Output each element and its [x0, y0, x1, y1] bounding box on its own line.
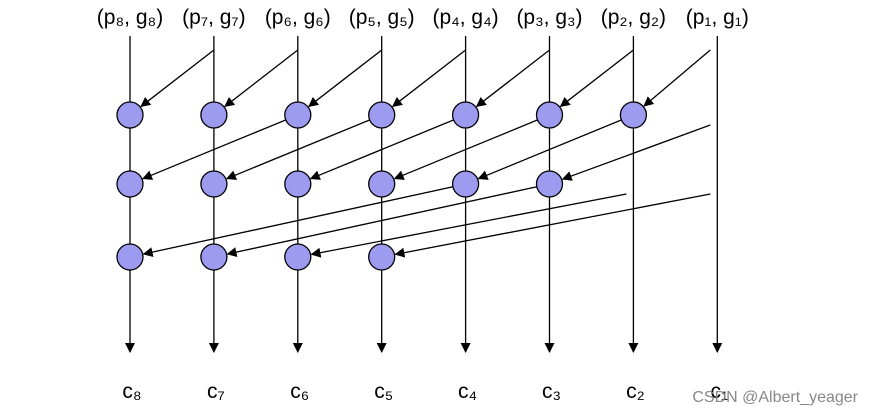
- input-label: (p₅, g₅): [349, 6, 415, 29]
- input-label: (p₄, g₄): [433, 6, 499, 29]
- prefix-node: [284, 101, 312, 129]
- carry-edge: [475, 49, 550, 108]
- output-label: c₄: [458, 380, 477, 403]
- output-label: c₈: [122, 380, 141, 403]
- labels: (p₈, g₈) (p₇, g₇) (p₆, g₆) (p₅, g₅) (p₄, g₄)…: [97, 6, 749, 403]
- watermark: CSDN @Albert_yeager: [692, 389, 858, 406]
- prefix-node: [284, 170, 312, 198]
- edges: [125, 36, 723, 353]
- carry-edge: [391, 49, 466, 108]
- prefix-node: [200, 170, 228, 198]
- carry-edge: [559, 49, 634, 108]
- prefix-node: [116, 243, 144, 271]
- output-label: c₃: [542, 380, 561, 403]
- prefix-node: [116, 170, 144, 198]
- prefix-node: [368, 170, 396, 198]
- output-label: c₁: [711, 380, 729, 403]
- carry-edge: [310, 193, 627, 258]
- output-label: c₂: [626, 380, 645, 403]
- carry-edge: [226, 183, 550, 257]
- carry-edge: [225, 114, 382, 180]
- prefix-node: [619, 101, 648, 129]
- carry-edge: [140, 49, 215, 108]
- input-label: (p₈, g₈): [97, 6, 163, 29]
- input-label: (p₂, g₂): [601, 6, 666, 29]
- prefix-node: [535, 170, 564, 198]
- input-label: (p₇, g₇): [182, 6, 245, 29]
- carry-edge: [393, 114, 550, 180]
- output-label: c₆: [290, 380, 309, 403]
- carry-edge: [561, 124, 711, 181]
- carry-edge: [643, 49, 711, 107]
- output-label: c₅: [374, 380, 393, 403]
- carry-edge: [394, 193, 711, 258]
- prefix-node: [368, 243, 396, 271]
- prefix-node: [284, 243, 312, 271]
- prefix-node: [200, 101, 228, 129]
- carry-edge: [309, 114, 466, 180]
- carry-edge: [224, 49, 299, 108]
- carry-edge: [308, 49, 383, 108]
- prefix-node: [535, 101, 564, 129]
- prefix-node: [451, 101, 480, 129]
- output-label: c₇: [207, 380, 225, 403]
- input-label: (p₁, g₁): [686, 6, 749, 29]
- prefix-node: [368, 101, 396, 129]
- input-label: (p₃, g₃): [516, 6, 582, 29]
- input-label: (p₆, g₆): [265, 6, 331, 29]
- carry-edge: [142, 183, 466, 257]
- nodes: [116, 101, 648, 271]
- carry-edge: [142, 114, 299, 180]
- prefix-node: [200, 243, 228, 271]
- prefix-node: [451, 170, 480, 198]
- prefix-node: [116, 101, 144, 129]
- carry-edge: [477, 114, 634, 180]
